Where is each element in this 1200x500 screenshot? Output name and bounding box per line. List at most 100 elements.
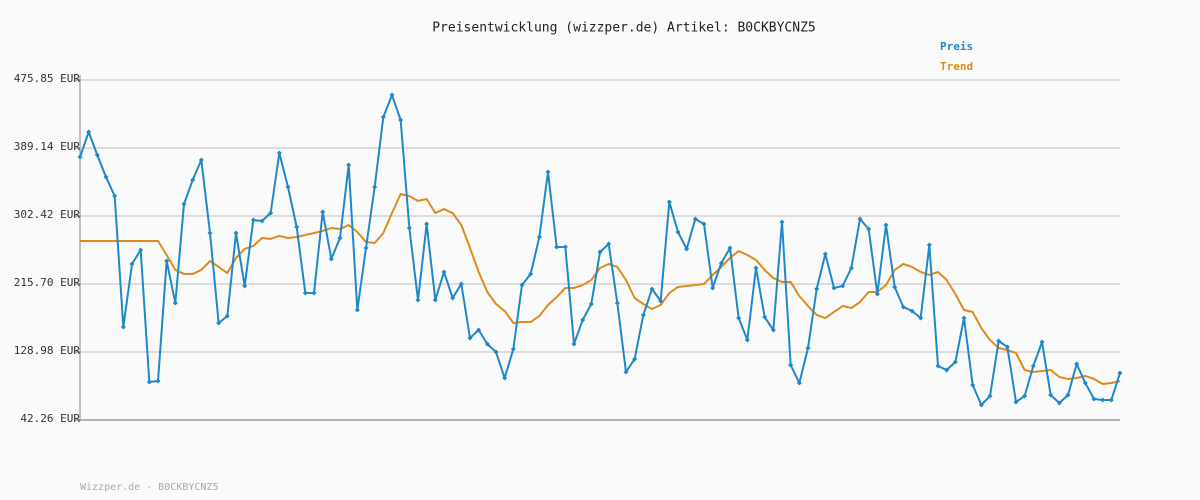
- footer: Wizzper.de - B0CKBYCNZ5: [80, 482, 218, 493]
- point-marker: [762, 314, 768, 320]
- point-marker: [701, 221, 707, 227]
- point-marker: [528, 271, 534, 277]
- y-tick-label: 302.42 EUR: [14, 208, 81, 221]
- point-marker: [1022, 393, 1028, 399]
- point-marker: [86, 129, 92, 135]
- point-marker: [926, 242, 932, 248]
- point-marker: [120, 324, 126, 330]
- point-marker: [588, 301, 594, 307]
- point-marker: [1013, 399, 1019, 405]
- point-marker: [302, 290, 308, 296]
- point-marker: [822, 251, 828, 257]
- point-marker: [346, 162, 352, 168]
- point-marker: [848, 265, 854, 271]
- point-marker: [796, 380, 802, 386]
- point-marker: [1004, 344, 1010, 350]
- point-marker: [164, 258, 170, 264]
- point-marker: [198, 157, 204, 163]
- point-marker: [692, 216, 698, 222]
- point-marker: [129, 261, 135, 267]
- point-marker: [623, 369, 629, 375]
- point-marker: [207, 230, 213, 236]
- point-marker: [978, 402, 984, 408]
- point-marker: [900, 304, 906, 310]
- series-line: [80, 192, 1121, 385]
- point-marker: [727, 245, 733, 251]
- point-marker: [155, 378, 161, 384]
- point-marker: [536, 234, 542, 240]
- y-tick-label: 215.70 EUR: [14, 276, 81, 289]
- point-marker: [1030, 363, 1036, 369]
- point-marker: [372, 184, 378, 190]
- point-marker: [918, 315, 924, 321]
- point-marker: [268, 210, 274, 216]
- point-marker: [285, 184, 291, 190]
- point-marker: [1082, 380, 1088, 386]
- point-marker: [1039, 339, 1045, 345]
- point-marker: [94, 152, 100, 158]
- point-marker: [788, 362, 794, 368]
- point-marker: [614, 300, 620, 306]
- point-marker: [554, 244, 560, 250]
- point-marker: [398, 117, 404, 123]
- point-marker: [363, 245, 369, 251]
- point-marker: [432, 297, 438, 303]
- point-marker: [736, 315, 742, 321]
- point-marker: [311, 290, 317, 296]
- y-tick-label: 475.85 EUR: [14, 72, 81, 85]
- legend-label: Trend: [940, 60, 973, 73]
- point-marker: [658, 298, 664, 304]
- point-marker: [883, 222, 889, 228]
- point-marker: [172, 300, 178, 306]
- point-marker: [666, 199, 672, 205]
- point-marker: [597, 249, 603, 255]
- point-marker: [562, 244, 568, 250]
- point-marker: [519, 282, 525, 288]
- point-marker: [233, 230, 239, 236]
- point-marker: [857, 216, 863, 222]
- point-marker: [406, 225, 412, 231]
- point-marker: [441, 269, 447, 275]
- point-marker: [190, 177, 196, 183]
- point-marker: [996, 338, 1002, 344]
- point-marker: [328, 256, 334, 262]
- point-marker: [389, 92, 395, 98]
- point-marker: [640, 312, 646, 318]
- point-marker: [259, 218, 265, 224]
- point-marker: [952, 359, 958, 365]
- point-marker: [424, 221, 430, 227]
- point-marker: [909, 308, 915, 314]
- point-marker: [146, 379, 152, 385]
- point-marker: [1117, 370, 1123, 376]
- legend-label: Preis: [940, 40, 973, 53]
- point-marker: [380, 114, 386, 120]
- point-marker: [276, 150, 282, 156]
- point-marker: [892, 284, 898, 290]
- point-marker: [1108, 397, 1114, 403]
- point-marker: [103, 174, 109, 180]
- point-marker: [571, 341, 577, 347]
- point-marker: [770, 327, 776, 333]
- point-marker: [944, 367, 950, 373]
- point-marker: [77, 154, 83, 160]
- point-marker: [840, 283, 846, 289]
- point-marker: [649, 286, 655, 292]
- point-marker: [476, 327, 482, 333]
- point-marker: [1056, 400, 1062, 406]
- y-tick-label: 389.14 EUR: [14, 140, 81, 153]
- point-marker: [831, 285, 837, 291]
- point-marker: [484, 341, 490, 347]
- point-marker: [242, 283, 248, 289]
- point-marker: [181, 201, 187, 207]
- point-marker: [354, 307, 360, 313]
- point-marker: [866, 226, 872, 232]
- point-marker: [320, 209, 326, 215]
- point-marker: [970, 382, 976, 388]
- y-tick-label: 128.98 EUR: [14, 344, 81, 357]
- point-marker: [467, 335, 473, 341]
- point-marker: [675, 229, 681, 235]
- point-marker: [1074, 361, 1080, 367]
- point-marker: [718, 260, 724, 266]
- point-marker: [138, 247, 144, 253]
- point-marker: [710, 285, 716, 291]
